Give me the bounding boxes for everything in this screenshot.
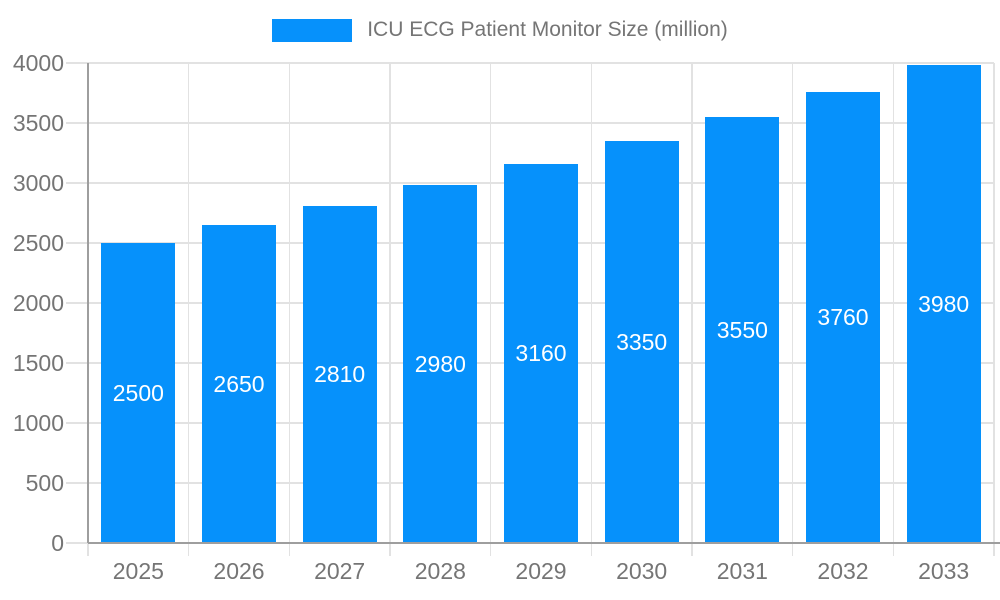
x-axis-tick — [892, 543, 895, 556]
x-axis-tick-label: 2033 — [918, 558, 970, 584]
bar — [906, 65, 981, 543]
x-axis-tick-label: 2032 — [817, 558, 869, 584]
bar-value-label: 3350 — [616, 329, 668, 355]
x-axis-tick — [288, 543, 291, 556]
y-axis-tick-label: 2500 — [12, 230, 64, 256]
bar — [202, 225, 276, 543]
legend: ICU ECG Patient Monitor Size (million) — [0, 18, 1000, 42]
y-axis-tick-label: 1500 — [12, 350, 64, 376]
y-axis-tick-label: 3000 — [12, 170, 64, 196]
x-axis-tick — [489, 543, 492, 556]
gridline-vertical — [791, 63, 794, 543]
x-axis-tick-label: 2027 — [314, 558, 366, 584]
gridline-horizontal — [88, 62, 994, 64]
x-axis-tick-label: 2026 — [213, 558, 265, 584]
x-axis-tick — [691, 543, 693, 556]
y-axis-line — [87, 63, 89, 543]
y-axis-tick-label: 0 — [51, 530, 64, 556]
bar — [806, 91, 880, 543]
gridline-vertical — [590, 63, 593, 543]
y-axis-tick — [66, 182, 88, 184]
bar — [705, 117, 780, 543]
bar-value-label: 3760 — [817, 304, 869, 331]
bar — [101, 243, 176, 543]
gridline-vertical — [489, 63, 492, 543]
y-axis-tick-label: 3500 — [12, 110, 64, 136]
x-axis-tick — [993, 543, 995, 556]
bar — [302, 205, 377, 543]
y-axis-tick-label: 4000 — [12, 50, 64, 76]
bar-value-label: 3160 — [515, 340, 567, 367]
legend-item[interactable]: ICU ECG Patient Monitor Size (million) — [272, 18, 728, 42]
legend-swatch — [272, 18, 353, 42]
y-axis-tick — [66, 422, 88, 424]
y-axis-tick-label: 2000 — [12, 290, 64, 316]
y-axis-tick — [66, 482, 88, 484]
y-axis-tick — [66, 362, 88, 364]
x-axis-tick-label: 2030 — [616, 558, 668, 584]
bar-value-label: 3550 — [716, 317, 768, 343]
gridline-vertical — [993, 63, 995, 543]
y-axis-tick — [66, 122, 88, 124]
gridline-vertical — [691, 63, 693, 543]
y-axis-tick — [66, 302, 88, 304]
x-axis-tick — [187, 543, 190, 556]
x-axis-tick-label: 2031 — [716, 558, 768, 584]
x-axis-tick-label: 2028 — [414, 558, 466, 584]
bar — [504, 163, 578, 543]
bar — [403, 185, 478, 543]
bar-value-label: 2980 — [414, 351, 466, 378]
x-axis-tick-label: 2029 — [515, 558, 567, 584]
y-axis-tick — [66, 242, 88, 244]
bar — [604, 141, 679, 543]
gridline-vertical — [389, 63, 391, 543]
y-axis-tick — [66, 542, 88, 544]
x-axis-line — [88, 541, 1000, 544]
y-axis-tick-label: 500 — [25, 470, 64, 496]
bar-value-label: 2500 — [112, 380, 164, 406]
y-axis-tick — [66, 62, 88, 64]
gridline-vertical — [288, 63, 291, 543]
x-axis-tick-label: 2025 — [112, 558, 164, 584]
x-axis-tick — [389, 543, 391, 556]
gridline-vertical — [187, 63, 190, 543]
bar-value-label: 3980 — [918, 291, 970, 318]
bar-value-label: 2650 — [213, 371, 265, 397]
x-axis-tick — [87, 543, 89, 556]
legend-label: ICU ECG Patient Monitor Size (million) — [367, 18, 728, 41]
gridline-horizontal — [88, 122, 994, 124]
y-axis-tick-label: 1000 — [12, 410, 64, 436]
x-axis-tick — [590, 543, 593, 556]
gridline-vertical — [892, 63, 895, 543]
x-axis-tick — [791, 543, 794, 556]
bar-value-label: 2810 — [314, 361, 366, 388]
